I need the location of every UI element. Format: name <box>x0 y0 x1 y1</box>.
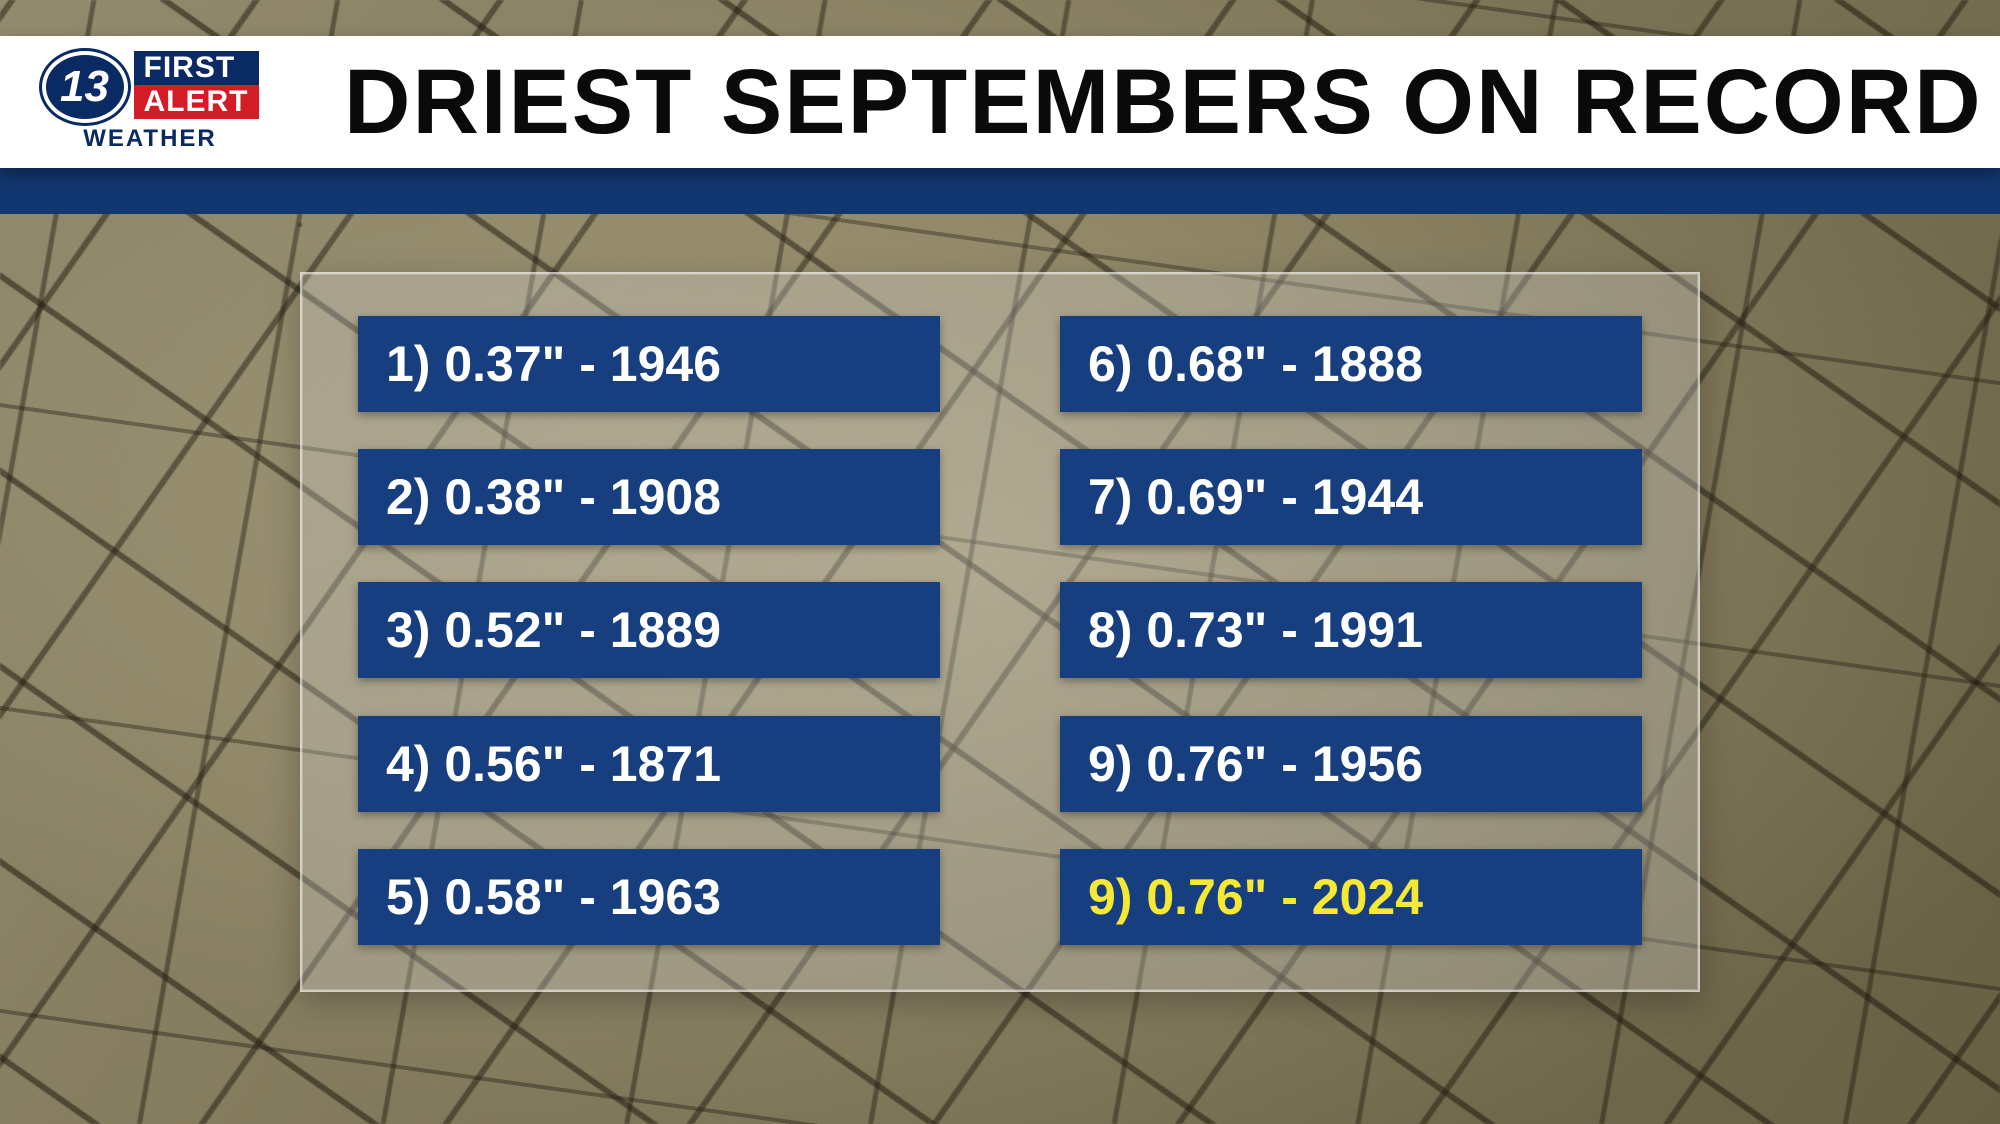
record-text: 1) 0.37" - 1946 <box>386 335 721 393</box>
record-row: 8) 0.73" - 1991 <box>1060 582 1642 678</box>
logo-weather-label: WEATHER <box>83 125 217 153</box>
record-row: 7) 0.69" - 1944 <box>1060 449 1642 545</box>
logo-alert-label: ALERT <box>134 85 259 119</box>
record-row: 3) 0.52" - 1889 <box>358 582 940 678</box>
record-row: 2) 0.38" - 1908 <box>358 449 940 545</box>
record-row: 9) 0.76" - 2024 <box>1060 849 1642 945</box>
logo-13-icon: 13 <box>42 51 128 123</box>
record-row: 1) 0.37" - 1946 <box>358 316 940 412</box>
record-text: 5) 0.58" - 1963 <box>386 868 721 926</box>
title-bar: 13 FIRST ALERT WEATHER DRIEST SEPTEMBERS… <box>0 36 2000 168</box>
logo-first-label: FIRST <box>134 51 259 85</box>
title-white-region: DRIEST SEPTEMBERS ON RECORD <box>300 36 2000 168</box>
record-text: 9) 0.76" - 2024 <box>1088 868 1423 926</box>
record-row: 5) 0.58" - 1963 <box>358 849 940 945</box>
record-row: 4) 0.56" - 1871 <box>358 716 940 812</box>
record-text: 2) 0.38" - 1908 <box>386 468 721 526</box>
record-row: 9) 0.76" - 1956 <box>1060 716 1642 812</box>
record-row: 6) 0.68" - 1888 <box>1060 316 1642 412</box>
page-title: DRIEST SEPTEMBERS ON RECORD <box>344 50 1983 155</box>
station-logo: 13 FIRST ALERT WEATHER <box>0 36 300 168</box>
record-text: 7) 0.69" - 1944 <box>1088 468 1423 526</box>
record-text: 3) 0.52" - 1889 <box>386 601 721 659</box>
record-text: 9) 0.76" - 1956 <box>1088 735 1423 793</box>
record-text: 6) 0.68" - 1888 <box>1088 335 1423 393</box>
record-text: 4) 0.56" - 1871 <box>386 735 721 793</box>
records-panel: 1) 0.37" - 1946 6) 0.68" - 1888 2) 0.38" -… <box>300 272 1700 992</box>
title-under-stripe <box>0 168 2000 214</box>
record-text: 8) 0.73" - 1991 <box>1088 601 1423 659</box>
